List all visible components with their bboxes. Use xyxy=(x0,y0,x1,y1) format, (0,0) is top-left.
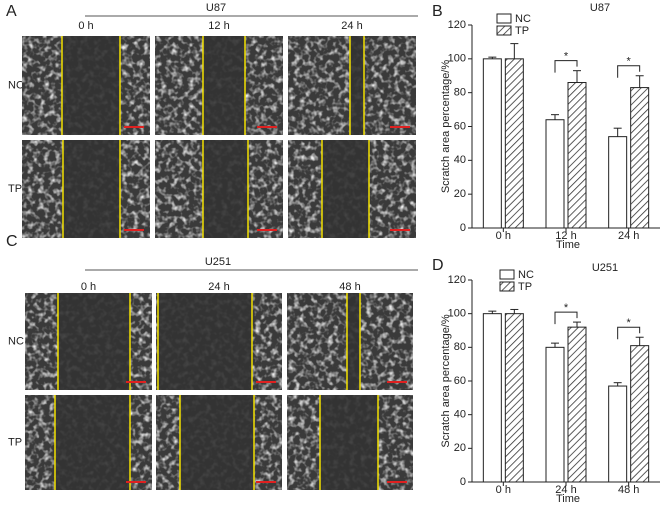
column-label: 24 h xyxy=(341,20,362,32)
column-label: 0 h xyxy=(81,281,96,293)
significance-bracket xyxy=(554,60,578,73)
y-tick-label: 60 xyxy=(454,120,466,132)
x-tick-label: 0 h xyxy=(496,230,511,242)
significance-label: * xyxy=(564,302,569,314)
x-tick-label: 0 h xyxy=(496,484,511,496)
bar xyxy=(545,119,565,229)
bar xyxy=(608,385,628,483)
column-label: 24 h xyxy=(208,281,229,293)
y-tick-label: 80 xyxy=(454,87,466,99)
y-tick-label: 0 xyxy=(460,222,466,234)
row-label: NC xyxy=(8,79,24,91)
scratch-gap xyxy=(203,36,245,135)
scratch-gap xyxy=(55,395,130,490)
x-axis-label: Time xyxy=(556,493,580,505)
row-label: NC xyxy=(8,335,24,347)
column-label: 0 h xyxy=(78,20,93,32)
bar xyxy=(504,58,524,229)
scratch-gap xyxy=(180,395,254,490)
scratch-gap xyxy=(158,293,252,390)
legend-swatch xyxy=(496,25,512,36)
x-tick-label: 12 h xyxy=(555,230,576,242)
bar xyxy=(630,345,650,483)
chart-title: U251 xyxy=(592,262,618,274)
legend-label: TP xyxy=(518,281,532,293)
panel-label: D xyxy=(432,257,444,274)
y-axis-label: Scratch area percentage/% xyxy=(440,60,452,194)
y-tick-label: 120 xyxy=(448,274,466,286)
y-tick-label: 40 xyxy=(454,154,466,166)
y-tick-label: 0 xyxy=(460,476,466,488)
y-axis-label: Scratch area percentage/% xyxy=(440,314,452,448)
scratch-gap xyxy=(320,395,378,490)
column-label: 48 h xyxy=(339,281,360,293)
panel-label: B xyxy=(432,3,443,20)
bar xyxy=(630,87,650,229)
panel-title: U87 xyxy=(206,2,226,14)
bar xyxy=(567,82,587,229)
significance-label: * xyxy=(564,51,569,63)
x-tick-label: 48 h xyxy=(618,484,639,496)
bar xyxy=(482,58,502,229)
column-label: 12 h xyxy=(208,20,229,32)
scratch-gap xyxy=(203,140,248,238)
y-tick-label: 40 xyxy=(454,409,466,421)
significance-bracket xyxy=(617,326,641,340)
x-tick-label: 24 h xyxy=(618,230,639,242)
significance-bracket xyxy=(554,311,578,325)
bar xyxy=(567,326,587,483)
scratch-gap xyxy=(58,293,130,390)
legend-label: TP xyxy=(515,25,529,37)
y-tick-label: 80 xyxy=(454,341,466,353)
legend-swatch xyxy=(499,281,515,292)
y-tick-label: 20 xyxy=(454,442,466,454)
chart-title: U87 xyxy=(590,2,610,14)
y-tick-label: 100 xyxy=(448,53,466,65)
panel-label: C xyxy=(6,233,18,250)
scratch-gap xyxy=(322,140,369,238)
legend-label: NC xyxy=(515,13,531,25)
scratch-gap xyxy=(62,36,120,135)
row-label: TP xyxy=(8,436,22,448)
scratch-gap xyxy=(347,293,360,390)
scratch-gap xyxy=(63,140,120,238)
bar xyxy=(608,136,628,229)
x-axis-label: Time xyxy=(556,239,580,251)
bar xyxy=(504,313,524,483)
y-tick-label: 60 xyxy=(454,375,466,387)
y-tick-label: 100 xyxy=(448,308,466,320)
y-tick-label: 20 xyxy=(454,188,466,200)
panel-label: A xyxy=(6,3,17,20)
panel-title: U251 xyxy=(205,256,231,268)
legend-swatch xyxy=(499,269,515,280)
bar xyxy=(545,346,565,483)
significance-bracket xyxy=(617,65,641,78)
legend-swatch xyxy=(496,13,512,24)
scratch-gap xyxy=(350,36,364,135)
x-tick-label: 24 h xyxy=(555,484,576,496)
bar xyxy=(482,313,502,483)
significance-label: * xyxy=(627,56,632,68)
row-label: TP xyxy=(8,183,22,195)
y-tick-label: 120 xyxy=(448,19,466,31)
legend-label: NC xyxy=(518,269,534,281)
significance-label: * xyxy=(627,317,632,329)
